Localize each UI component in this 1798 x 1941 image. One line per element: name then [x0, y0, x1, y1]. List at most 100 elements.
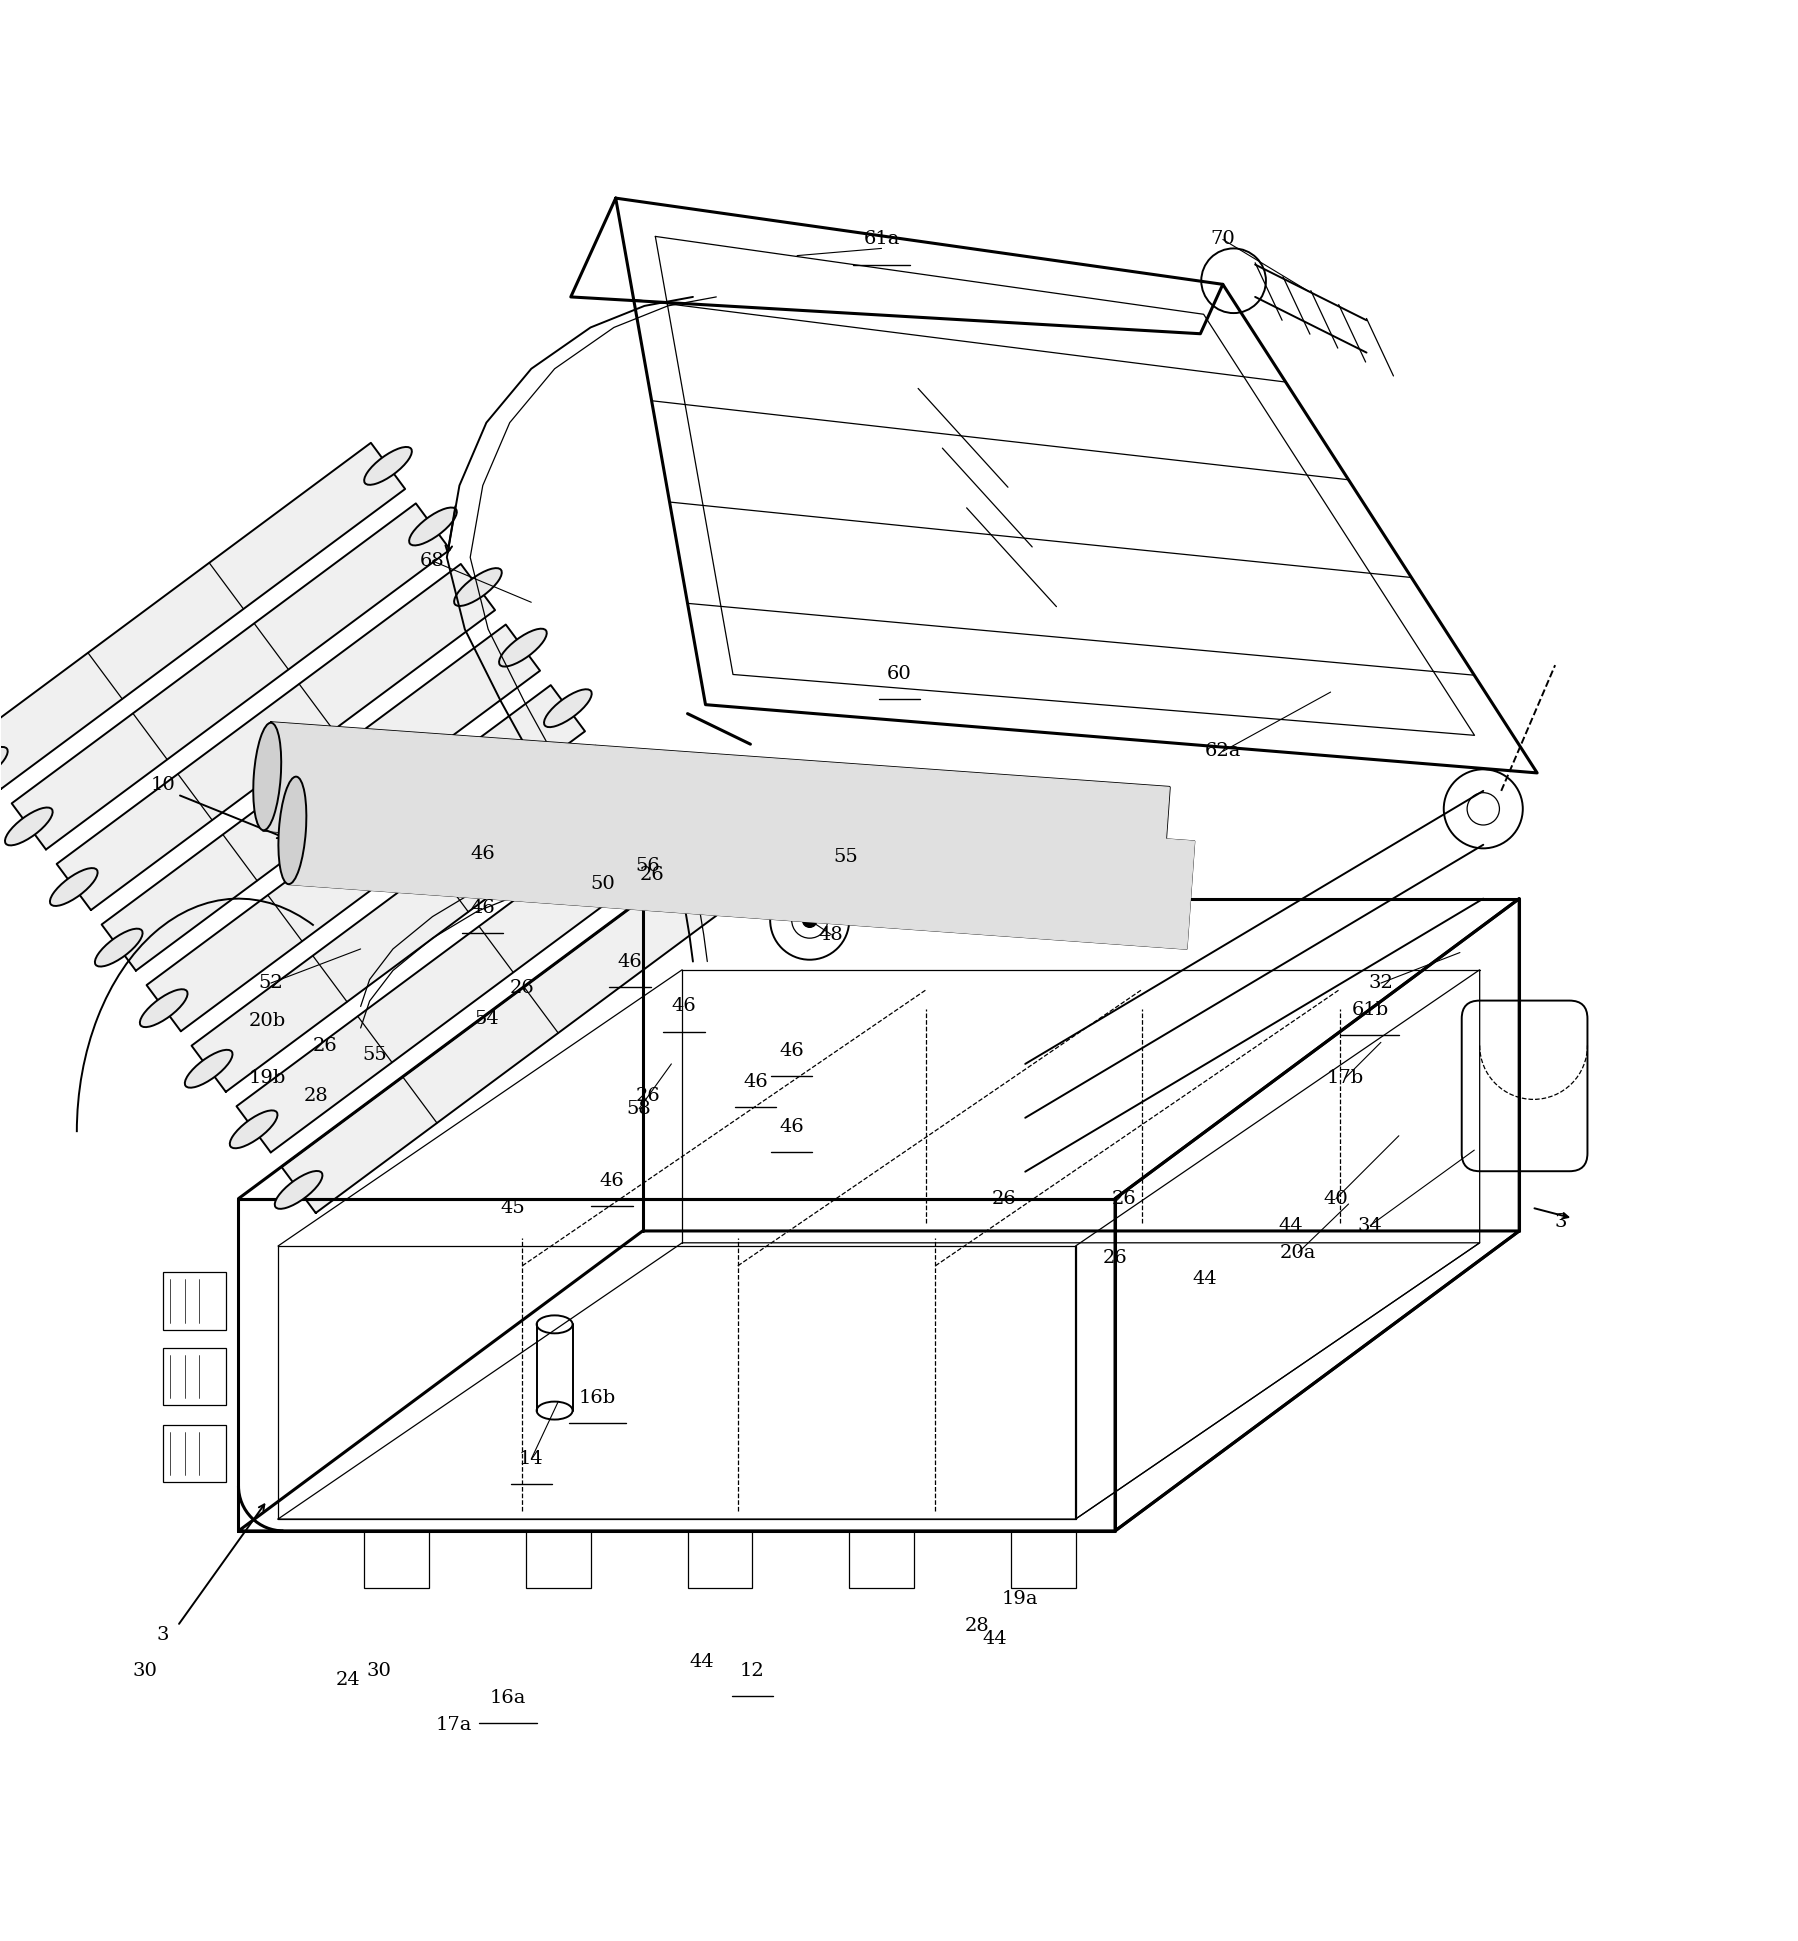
Polygon shape — [288, 776, 1194, 949]
Ellipse shape — [363, 446, 412, 485]
Text: 3: 3 — [1553, 1213, 1566, 1231]
Text: 56: 56 — [635, 858, 660, 875]
Text: 19a: 19a — [1001, 1590, 1037, 1609]
Ellipse shape — [275, 1170, 322, 1209]
FancyBboxPatch shape — [1462, 1002, 1586, 1170]
Ellipse shape — [633, 811, 681, 848]
Text: 14: 14 — [518, 1450, 543, 1467]
Text: 46: 46 — [779, 1118, 804, 1135]
Text: 58: 58 — [626, 1101, 651, 1118]
Text: 54: 54 — [473, 1009, 498, 1029]
Text: 26: 26 — [1102, 1248, 1127, 1267]
Text: 28: 28 — [964, 1617, 989, 1634]
FancyBboxPatch shape — [525, 1531, 590, 1588]
Text: 45: 45 — [500, 1200, 525, 1217]
Text: 16b: 16b — [579, 1390, 617, 1407]
Text: 46: 46 — [671, 998, 696, 1015]
Text: 26: 26 — [638, 866, 663, 885]
Polygon shape — [0, 443, 405, 788]
Text: 26: 26 — [635, 1087, 660, 1104]
Text: 44: 44 — [982, 1630, 1007, 1648]
Text: 28: 28 — [304, 1087, 327, 1104]
FancyBboxPatch shape — [849, 1531, 913, 1588]
Text: 44: 44 — [689, 1654, 714, 1671]
Text: 46: 46 — [779, 1042, 804, 1060]
FancyBboxPatch shape — [1010, 1531, 1075, 1588]
Ellipse shape — [50, 868, 97, 906]
FancyBboxPatch shape — [687, 1531, 752, 1588]
Circle shape — [1444, 769, 1521, 848]
Ellipse shape — [543, 689, 592, 728]
Ellipse shape — [588, 749, 636, 788]
Text: 20a: 20a — [1280, 1244, 1316, 1262]
Text: 30: 30 — [133, 1661, 158, 1681]
Ellipse shape — [254, 722, 280, 831]
Polygon shape — [191, 745, 629, 1093]
Ellipse shape — [279, 776, 306, 885]
Text: 44: 44 — [1278, 1217, 1304, 1234]
Polygon shape — [13, 503, 450, 850]
Ellipse shape — [5, 807, 52, 846]
Text: 52: 52 — [259, 974, 282, 992]
Ellipse shape — [453, 569, 502, 606]
Text: 61b: 61b — [1350, 1002, 1388, 1019]
Text: 40: 40 — [1323, 1190, 1348, 1207]
FancyBboxPatch shape — [164, 1271, 227, 1330]
Text: 46: 46 — [469, 844, 494, 862]
Text: 32: 32 — [1368, 974, 1392, 992]
Ellipse shape — [185, 1050, 232, 1087]
FancyBboxPatch shape — [164, 1347, 227, 1405]
Text: 24: 24 — [336, 1671, 360, 1689]
Text: 12: 12 — [739, 1661, 764, 1681]
Text: 3: 3 — [156, 1627, 169, 1644]
Text: 55: 55 — [832, 848, 858, 866]
Polygon shape — [280, 868, 719, 1213]
Ellipse shape — [498, 629, 547, 666]
Circle shape — [802, 912, 816, 928]
Text: 10: 10 — [151, 776, 176, 794]
Text: 55: 55 — [363, 1046, 387, 1064]
Text: 46: 46 — [599, 1172, 624, 1190]
Text: 17b: 17b — [1325, 1069, 1363, 1087]
Polygon shape — [146, 685, 584, 1031]
Ellipse shape — [140, 990, 187, 1027]
Text: 46: 46 — [743, 1073, 768, 1091]
Text: 46: 46 — [617, 953, 642, 970]
Text: 19b: 19b — [248, 1069, 286, 1087]
Circle shape — [791, 903, 827, 938]
Ellipse shape — [678, 872, 726, 908]
Ellipse shape — [408, 507, 457, 545]
Text: 26: 26 — [1111, 1190, 1136, 1207]
Text: 46: 46 — [469, 899, 494, 916]
Text: 26: 26 — [509, 980, 534, 998]
Polygon shape — [236, 806, 674, 1153]
Ellipse shape — [95, 928, 142, 967]
Circle shape — [770, 881, 849, 959]
Circle shape — [1467, 792, 1498, 825]
Text: 26: 26 — [313, 1036, 336, 1056]
FancyBboxPatch shape — [164, 1425, 227, 1483]
Ellipse shape — [536, 1316, 572, 1333]
Text: 50: 50 — [590, 875, 615, 893]
Text: 70: 70 — [1210, 231, 1235, 248]
Polygon shape — [101, 625, 539, 970]
Text: 68: 68 — [421, 551, 444, 571]
Ellipse shape — [536, 1401, 572, 1419]
Polygon shape — [263, 722, 1169, 895]
Text: 61a: 61a — [863, 231, 899, 248]
Text: 60: 60 — [886, 666, 912, 683]
Text: 30: 30 — [367, 1661, 390, 1681]
Ellipse shape — [0, 747, 7, 784]
Ellipse shape — [230, 1110, 277, 1149]
Polygon shape — [56, 565, 494, 910]
Text: 16a: 16a — [489, 1689, 525, 1706]
Text: 44: 44 — [1192, 1271, 1217, 1289]
Text: 20b: 20b — [248, 1011, 286, 1031]
FancyBboxPatch shape — [363, 1531, 428, 1588]
Text: 17a: 17a — [435, 1716, 471, 1733]
Text: 48: 48 — [818, 926, 843, 943]
Text: 62a: 62a — [1205, 741, 1241, 761]
Text: 26: 26 — [991, 1190, 1016, 1207]
Circle shape — [1201, 248, 1266, 313]
Text: 34: 34 — [1357, 1217, 1383, 1234]
